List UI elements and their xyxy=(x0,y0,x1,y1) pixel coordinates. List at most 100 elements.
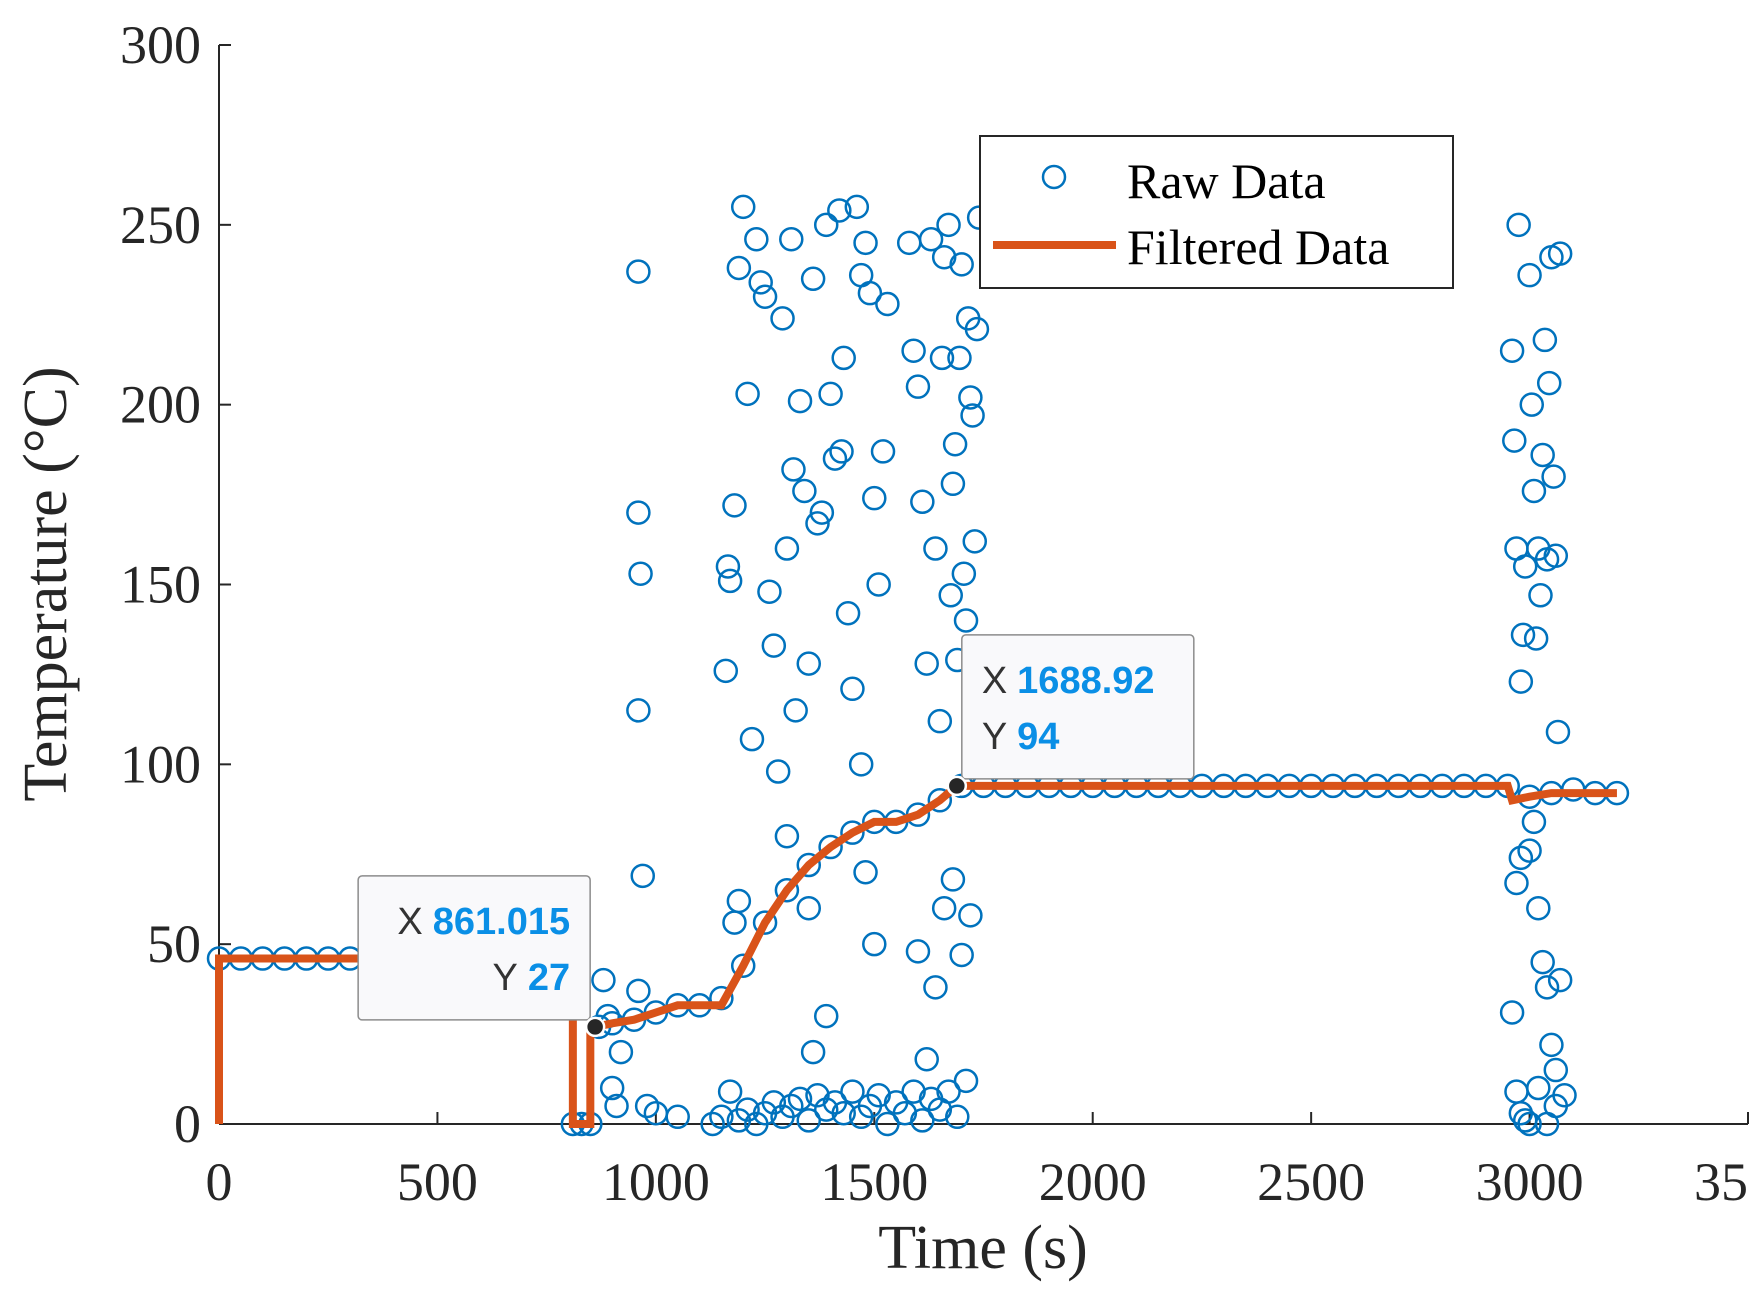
raw-point xyxy=(748,270,773,295)
raw-point xyxy=(958,385,983,410)
data-tip-box xyxy=(357,875,591,1021)
raw-point xyxy=(665,1104,690,1130)
raw-point xyxy=(910,1108,935,1133)
legend-label: Raw Data xyxy=(1127,153,1326,209)
raw-point xyxy=(951,561,977,586)
raw-point xyxy=(626,259,651,284)
x-tick-label: 2000 xyxy=(1039,1152,1147,1212)
raw-point xyxy=(761,1090,787,1115)
raw-point xyxy=(726,255,752,281)
raw-point xyxy=(717,568,743,594)
raw-point xyxy=(862,931,887,957)
raw-point xyxy=(1504,1079,1529,1104)
y-tick-label: 200 xyxy=(120,375,201,435)
raw-point xyxy=(870,439,896,464)
raw-point xyxy=(800,1039,826,1065)
raw-point xyxy=(1506,212,1531,238)
x-axis-label: Time (s) xyxy=(878,1214,1088,1282)
raw-point xyxy=(829,439,854,464)
data-tip-value: 94 xyxy=(1017,716,1059,758)
legend: Raw Data Filtered Data xyxy=(979,135,1454,289)
raw-point xyxy=(927,788,953,813)
data-tip: X 1688.92Y 94 xyxy=(946,634,1195,797)
raw-point xyxy=(1512,554,1538,579)
raw-point xyxy=(960,403,985,428)
raw-point xyxy=(792,478,817,504)
raw-point xyxy=(905,374,931,399)
raw-point xyxy=(739,726,765,752)
raw-point xyxy=(1510,622,1536,648)
raw-point xyxy=(726,888,752,914)
raw-point xyxy=(1517,262,1542,288)
raw-point xyxy=(813,1003,839,1029)
raw-point xyxy=(940,867,966,892)
raw-point xyxy=(774,536,800,561)
y-tick-label: 150 xyxy=(120,555,201,615)
raw-point xyxy=(1519,392,1545,417)
raw-point xyxy=(831,345,856,371)
raw-point xyxy=(717,1079,743,1104)
raw-point xyxy=(752,910,778,935)
raw-point xyxy=(1517,1111,1542,1137)
raw-point xyxy=(1502,428,1527,453)
raw-point xyxy=(1552,1082,1577,1108)
raw-point xyxy=(787,388,813,414)
raw-point xyxy=(796,651,822,676)
raw-point xyxy=(844,194,870,220)
raw-point xyxy=(818,381,843,407)
raw-point xyxy=(626,500,651,525)
y-tick-label: 0 xyxy=(174,1094,201,1154)
data-tip-text: X 1688.92 xyxy=(982,660,1155,702)
raw-point xyxy=(770,306,795,331)
raw-point xyxy=(757,579,782,604)
raw-point xyxy=(735,1097,760,1122)
raw-point xyxy=(700,1111,725,1137)
raw-point xyxy=(715,554,741,579)
data-tip: X 861.015 Y 27 xyxy=(357,875,606,1038)
raw-point xyxy=(779,1093,804,1119)
data-tip-key: X xyxy=(397,901,422,943)
raw-point xyxy=(896,230,922,256)
raw-point xyxy=(840,1079,865,1104)
raw-point xyxy=(962,529,988,554)
raw-point xyxy=(931,244,957,270)
raw-point xyxy=(813,212,839,238)
raw-point xyxy=(901,338,926,363)
x-tick-label: 0 xyxy=(206,1152,233,1212)
raw-point xyxy=(953,608,979,633)
raw-point xyxy=(722,910,747,935)
raw-point xyxy=(796,1108,822,1133)
raw-point xyxy=(783,698,808,723)
raw-point xyxy=(599,1075,625,1101)
raw-point xyxy=(848,752,874,777)
raw-point xyxy=(1499,1000,1525,1025)
raw-point xyxy=(1539,1032,1564,1058)
x-tick-label: 1000 xyxy=(602,1152,710,1212)
raw-point xyxy=(905,939,931,964)
raw-point xyxy=(809,500,835,525)
raw-point xyxy=(1547,967,1573,993)
raw-point xyxy=(840,676,865,702)
raw-point xyxy=(608,1039,634,1065)
raw-point xyxy=(604,1093,629,1119)
raw-point xyxy=(730,194,756,220)
data-tip-value: 27 xyxy=(528,957,570,999)
raw-point xyxy=(862,485,887,511)
legend-marker xyxy=(1041,164,1067,190)
raw-point xyxy=(1543,1057,1569,1083)
raw-point xyxy=(923,536,948,561)
raw-point xyxy=(628,561,653,586)
raw-point xyxy=(800,266,826,292)
raw-point xyxy=(818,834,843,860)
raw-point xyxy=(774,877,800,903)
legend-label: Filtered Data xyxy=(1127,219,1389,275)
raw-point xyxy=(744,226,769,252)
x-tick-label: 3500 xyxy=(1694,1152,1750,1212)
raw-point xyxy=(1530,442,1555,468)
raw-point xyxy=(949,942,974,968)
y-axis-label: Temperature (°C) xyxy=(12,366,80,801)
x-tick-label: 2500 xyxy=(1257,1152,1365,1212)
raw-point xyxy=(1508,845,1534,871)
